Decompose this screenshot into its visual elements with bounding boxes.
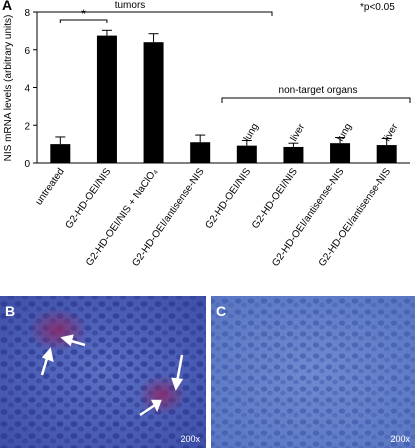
bracket: [59, 19, 108, 23]
bar: [330, 143, 351, 163]
x-tick-label: G2-HD-OEI/NIS: [64, 166, 114, 231]
x-tick-label: G2-HD-OEI/NIS: [203, 166, 253, 231]
y-tick-label: 6: [24, 46, 30, 57]
bar: [190, 142, 211, 163]
bracket: [36, 11, 273, 16]
arrows: [40, 334, 184, 417]
organ-label: lung: [335, 122, 354, 144]
panel-c: C 200x: [211, 296, 415, 448]
y-tick-label: 8: [24, 8, 30, 19]
y-axis-label: NIS mRNA levels (arbitrary units): [3, 15, 14, 162]
significance: *: [81, 7, 86, 21]
bar: [143, 42, 164, 164]
panel-label: C: [216, 303, 226, 319]
y-tick-label: 4: [24, 84, 30, 95]
bar: [376, 145, 397, 163]
bracket-label: tumors: [115, 0, 146, 11]
cell-texture: [211, 296, 415, 448]
organ-label: lung: [242, 122, 261, 144]
panel-label: B: [5, 303, 15, 319]
bar: [283, 146, 304, 163]
stain: [28, 308, 88, 352]
bar: [96, 35, 117, 163]
panel-label: A: [2, 0, 12, 13]
panel-b: B 200x: [0, 296, 206, 448]
bracket: [221, 97, 411, 103]
x-tick-label: G2-HD-OEI/NIS: [250, 166, 300, 231]
bar: [50, 144, 71, 163]
cell-texture: [0, 296, 206, 448]
organ-label: liver: [289, 122, 308, 144]
y-tick-label: 0: [24, 159, 30, 170]
magnification: 200x: [390, 434, 410, 444]
bar: [236, 145, 257, 163]
bar-chart: A *p<0.05 NIS mRNA levels (arbitrary uni…: [2, 0, 411, 269]
magnification: 200x: [180, 434, 200, 444]
y-tick-label: 2: [24, 121, 30, 132]
note: *p<0.05: [360, 2, 395, 13]
x-tick-label: untreated: [34, 166, 67, 207]
organ-label: liver: [382, 122, 401, 144]
bracket-label: non-target organs: [279, 85, 358, 96]
